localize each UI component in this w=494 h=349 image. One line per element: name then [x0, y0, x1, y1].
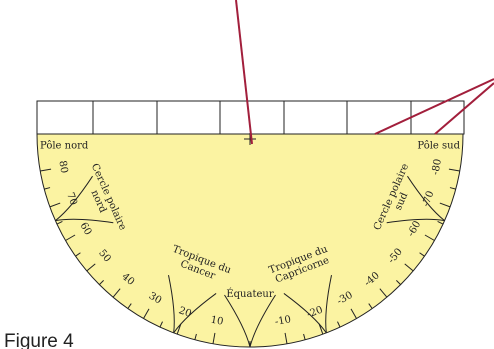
minor-tick [368, 303, 373, 309]
minor-tick [56, 221, 63, 225]
circle-curve [55, 175, 93, 222]
circle-curve [249, 294, 276, 348]
tick-label: -80 [430, 158, 444, 176]
circle-curve [224, 294, 251, 348]
circle-curve [168, 275, 175, 333]
circle-curve [55, 218, 114, 224]
minor-tick [75, 252, 81, 257]
tick [65, 234, 76, 241]
top-strip [36, 100, 465, 135]
tick [439, 202, 451, 208]
pole-label: Pôle sud [417, 141, 460, 152]
tick-label: -70 [421, 190, 437, 209]
circle-curve [283, 293, 327, 334]
circle-curve [407, 175, 445, 222]
minor-tick [419, 252, 425, 257]
tick [350, 308, 357, 319]
minor-tick [127, 303, 132, 309]
minor-tick [194, 333, 197, 340]
tick [112, 288, 121, 298]
circle-label-line: Équateur [226, 288, 273, 300]
tick [404, 263, 414, 272]
tick-label: 70 [64, 191, 79, 207]
minor-tick [159, 321, 163, 328]
tick [284, 332, 288, 344]
minor-tick [337, 321, 341, 328]
minor-tick [44, 187, 51, 190]
tick [212, 332, 216, 344]
tick-label: -10 [274, 314, 292, 328]
minor-tick [99, 280, 104, 285]
sight-lines [235, 0, 494, 145]
circle-curve [386, 218, 445, 224]
tick [379, 288, 388, 298]
minor-tick [437, 221, 444, 225]
circle-curve [325, 275, 332, 333]
tick [176, 323, 182, 335]
tick [86, 263, 96, 272]
circle-label: Équateur [226, 288, 273, 300]
tick-label: 80 [56, 160, 69, 174]
circle-curve [173, 293, 217, 334]
tick [318, 323, 324, 335]
tick [143, 308, 150, 319]
caption: Figure 4 [4, 331, 74, 349]
pole-label: Pôle nord [40, 141, 89, 152]
tick [448, 168, 460, 172]
minor-tick [396, 280, 401, 285]
tick-label: -20 [306, 305, 325, 321]
tick [49, 202, 61, 208]
tick [40, 168, 52, 172]
minor-tick [449, 187, 456, 190]
minor-tick [303, 333, 306, 340]
tick [424, 234, 435, 241]
half-disc [36, 133, 464, 348]
tick-label: 10 [210, 315, 224, 328]
